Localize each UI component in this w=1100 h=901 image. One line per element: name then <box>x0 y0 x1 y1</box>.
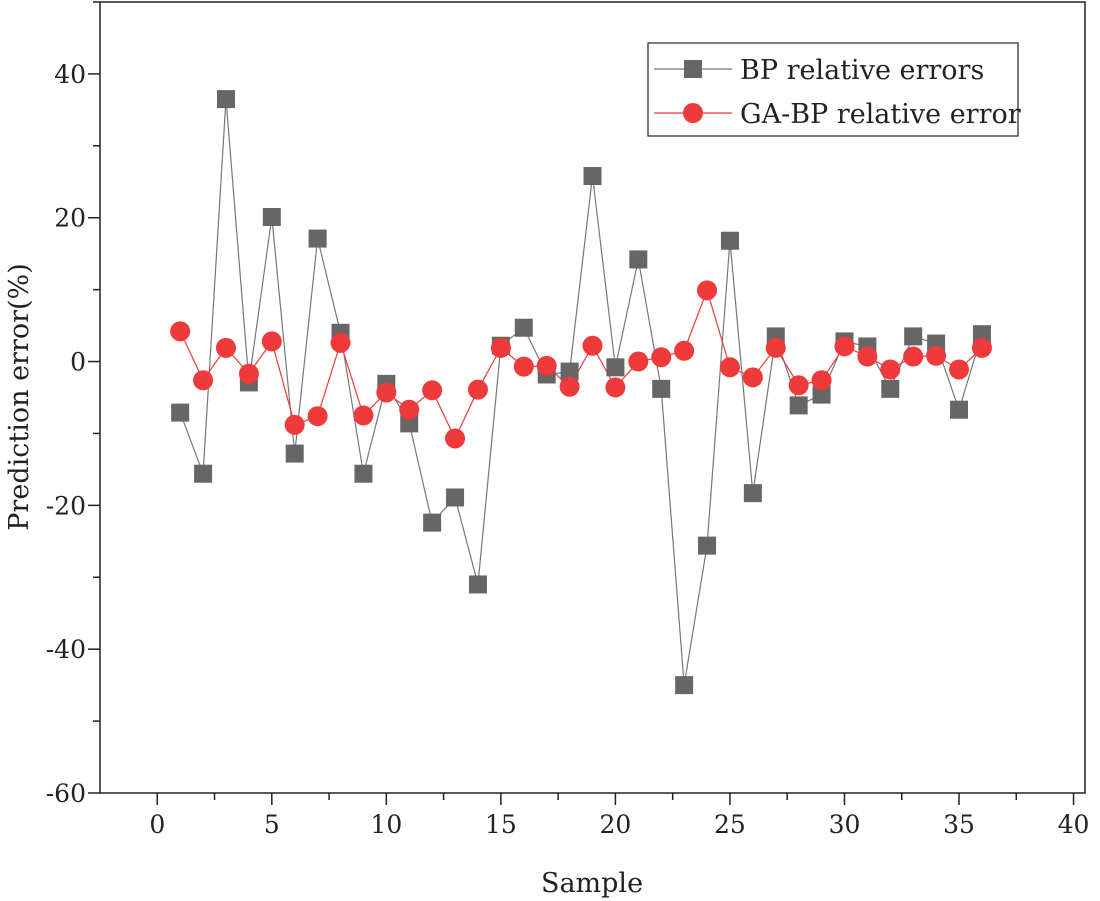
bp-point <box>720 231 739 250</box>
gabp-point <box>742 367 763 388</box>
y-tick-label: -60 <box>46 779 86 808</box>
y-tick-label: -20 <box>46 491 86 520</box>
bp-point <box>194 464 213 483</box>
gabp-point <box>536 355 557 376</box>
y-tick-label: 20 <box>54 204 86 233</box>
x-axis-label: Sample <box>541 868 643 899</box>
bp-point <box>446 488 465 507</box>
gabp-point <box>376 382 397 403</box>
bp-point <box>972 325 991 344</box>
gabp-point <box>467 379 488 400</box>
bp-point <box>675 676 694 695</box>
bp-point <box>468 575 487 594</box>
bp-point <box>652 379 671 398</box>
y-tick-label: -40 <box>46 635 86 664</box>
bp-point <box>881 379 900 398</box>
x-tick-label: 20 <box>600 810 632 839</box>
gabp-point <box>605 377 626 398</box>
gabp-point <box>811 370 832 391</box>
legend-marker-bp <box>684 60 702 78</box>
legend-label-bp: BP relative errors <box>740 55 984 86</box>
gabp-point <box>422 380 443 401</box>
bp-point <box>606 358 625 377</box>
gabp-point <box>170 321 191 342</box>
bp-point <box>308 229 327 248</box>
bp-point <box>514 318 533 337</box>
x-tick-label: 15 <box>485 810 517 839</box>
gabp-point <box>719 357 740 378</box>
bp-point <box>262 208 281 227</box>
bp-point <box>354 464 373 483</box>
gabp-point <box>903 346 924 367</box>
gabp-point <box>926 345 947 366</box>
gabp-point <box>949 359 970 380</box>
legend-box <box>647 42 1019 137</box>
gabp-point <box>353 405 374 426</box>
y-axis-label: Prediction error(%) <box>4 263 35 530</box>
bp-point <box>812 385 831 404</box>
bp-point <box>583 167 602 186</box>
bp-point <box>423 513 442 532</box>
bp-point <box>285 444 304 463</box>
gabp-point <box>559 376 580 397</box>
gabp-point <box>857 346 878 367</box>
series-line-bp <box>179 99 983 686</box>
bp-point <box>400 414 419 433</box>
x-tick-label: 40 <box>1058 810 1090 839</box>
x-tick-label: 0 <box>149 810 165 839</box>
bp-point <box>560 362 579 381</box>
gabp-point <box>765 337 786 358</box>
y-tick-label: 0 <box>70 348 86 377</box>
gabp-point <box>215 337 236 358</box>
gabp-point <box>193 370 214 391</box>
gabp-point <box>788 375 809 396</box>
gabp-point <box>582 335 603 356</box>
bp-point <box>789 396 808 415</box>
gabp-point <box>674 340 695 361</box>
legend-marker-gabp <box>683 103 703 123</box>
gabp-point <box>238 363 259 384</box>
gabp-point <box>651 347 672 368</box>
bp-point <box>904 327 923 346</box>
gabp-point <box>307 406 328 427</box>
bp-point <box>216 90 235 109</box>
x-tick-label: 5 <box>264 810 280 839</box>
gabp-point <box>330 332 351 353</box>
x-tick-label: 35 <box>943 810 975 839</box>
gabp-point <box>834 336 855 357</box>
bp-point <box>743 484 762 503</box>
gabp-point <box>628 351 649 372</box>
x-tick-label: 30 <box>829 810 861 839</box>
gabp-point <box>445 428 466 449</box>
x-tick-label: 10 <box>370 810 402 839</box>
gabp-point <box>261 331 282 352</box>
x-tick-label: 25 <box>714 810 746 839</box>
legend: BP relative errors GA-BP relative error <box>647 42 1021 137</box>
gabp-point <box>399 399 420 420</box>
bp-point <box>950 400 969 419</box>
bp-point <box>698 536 717 555</box>
bp-point <box>171 403 190 422</box>
gabp-point <box>880 359 901 380</box>
bp-point <box>629 250 648 269</box>
gabp-point <box>490 337 511 358</box>
y-tick-label: 40 <box>54 60 86 89</box>
plot-frame <box>99 1 1086 794</box>
gabp-point <box>284 414 305 435</box>
gabp-point <box>971 337 992 358</box>
legend-label-gabp: GA-BP relative error <box>740 99 1021 130</box>
gabp-point <box>513 356 534 377</box>
gabp-point <box>697 280 718 301</box>
